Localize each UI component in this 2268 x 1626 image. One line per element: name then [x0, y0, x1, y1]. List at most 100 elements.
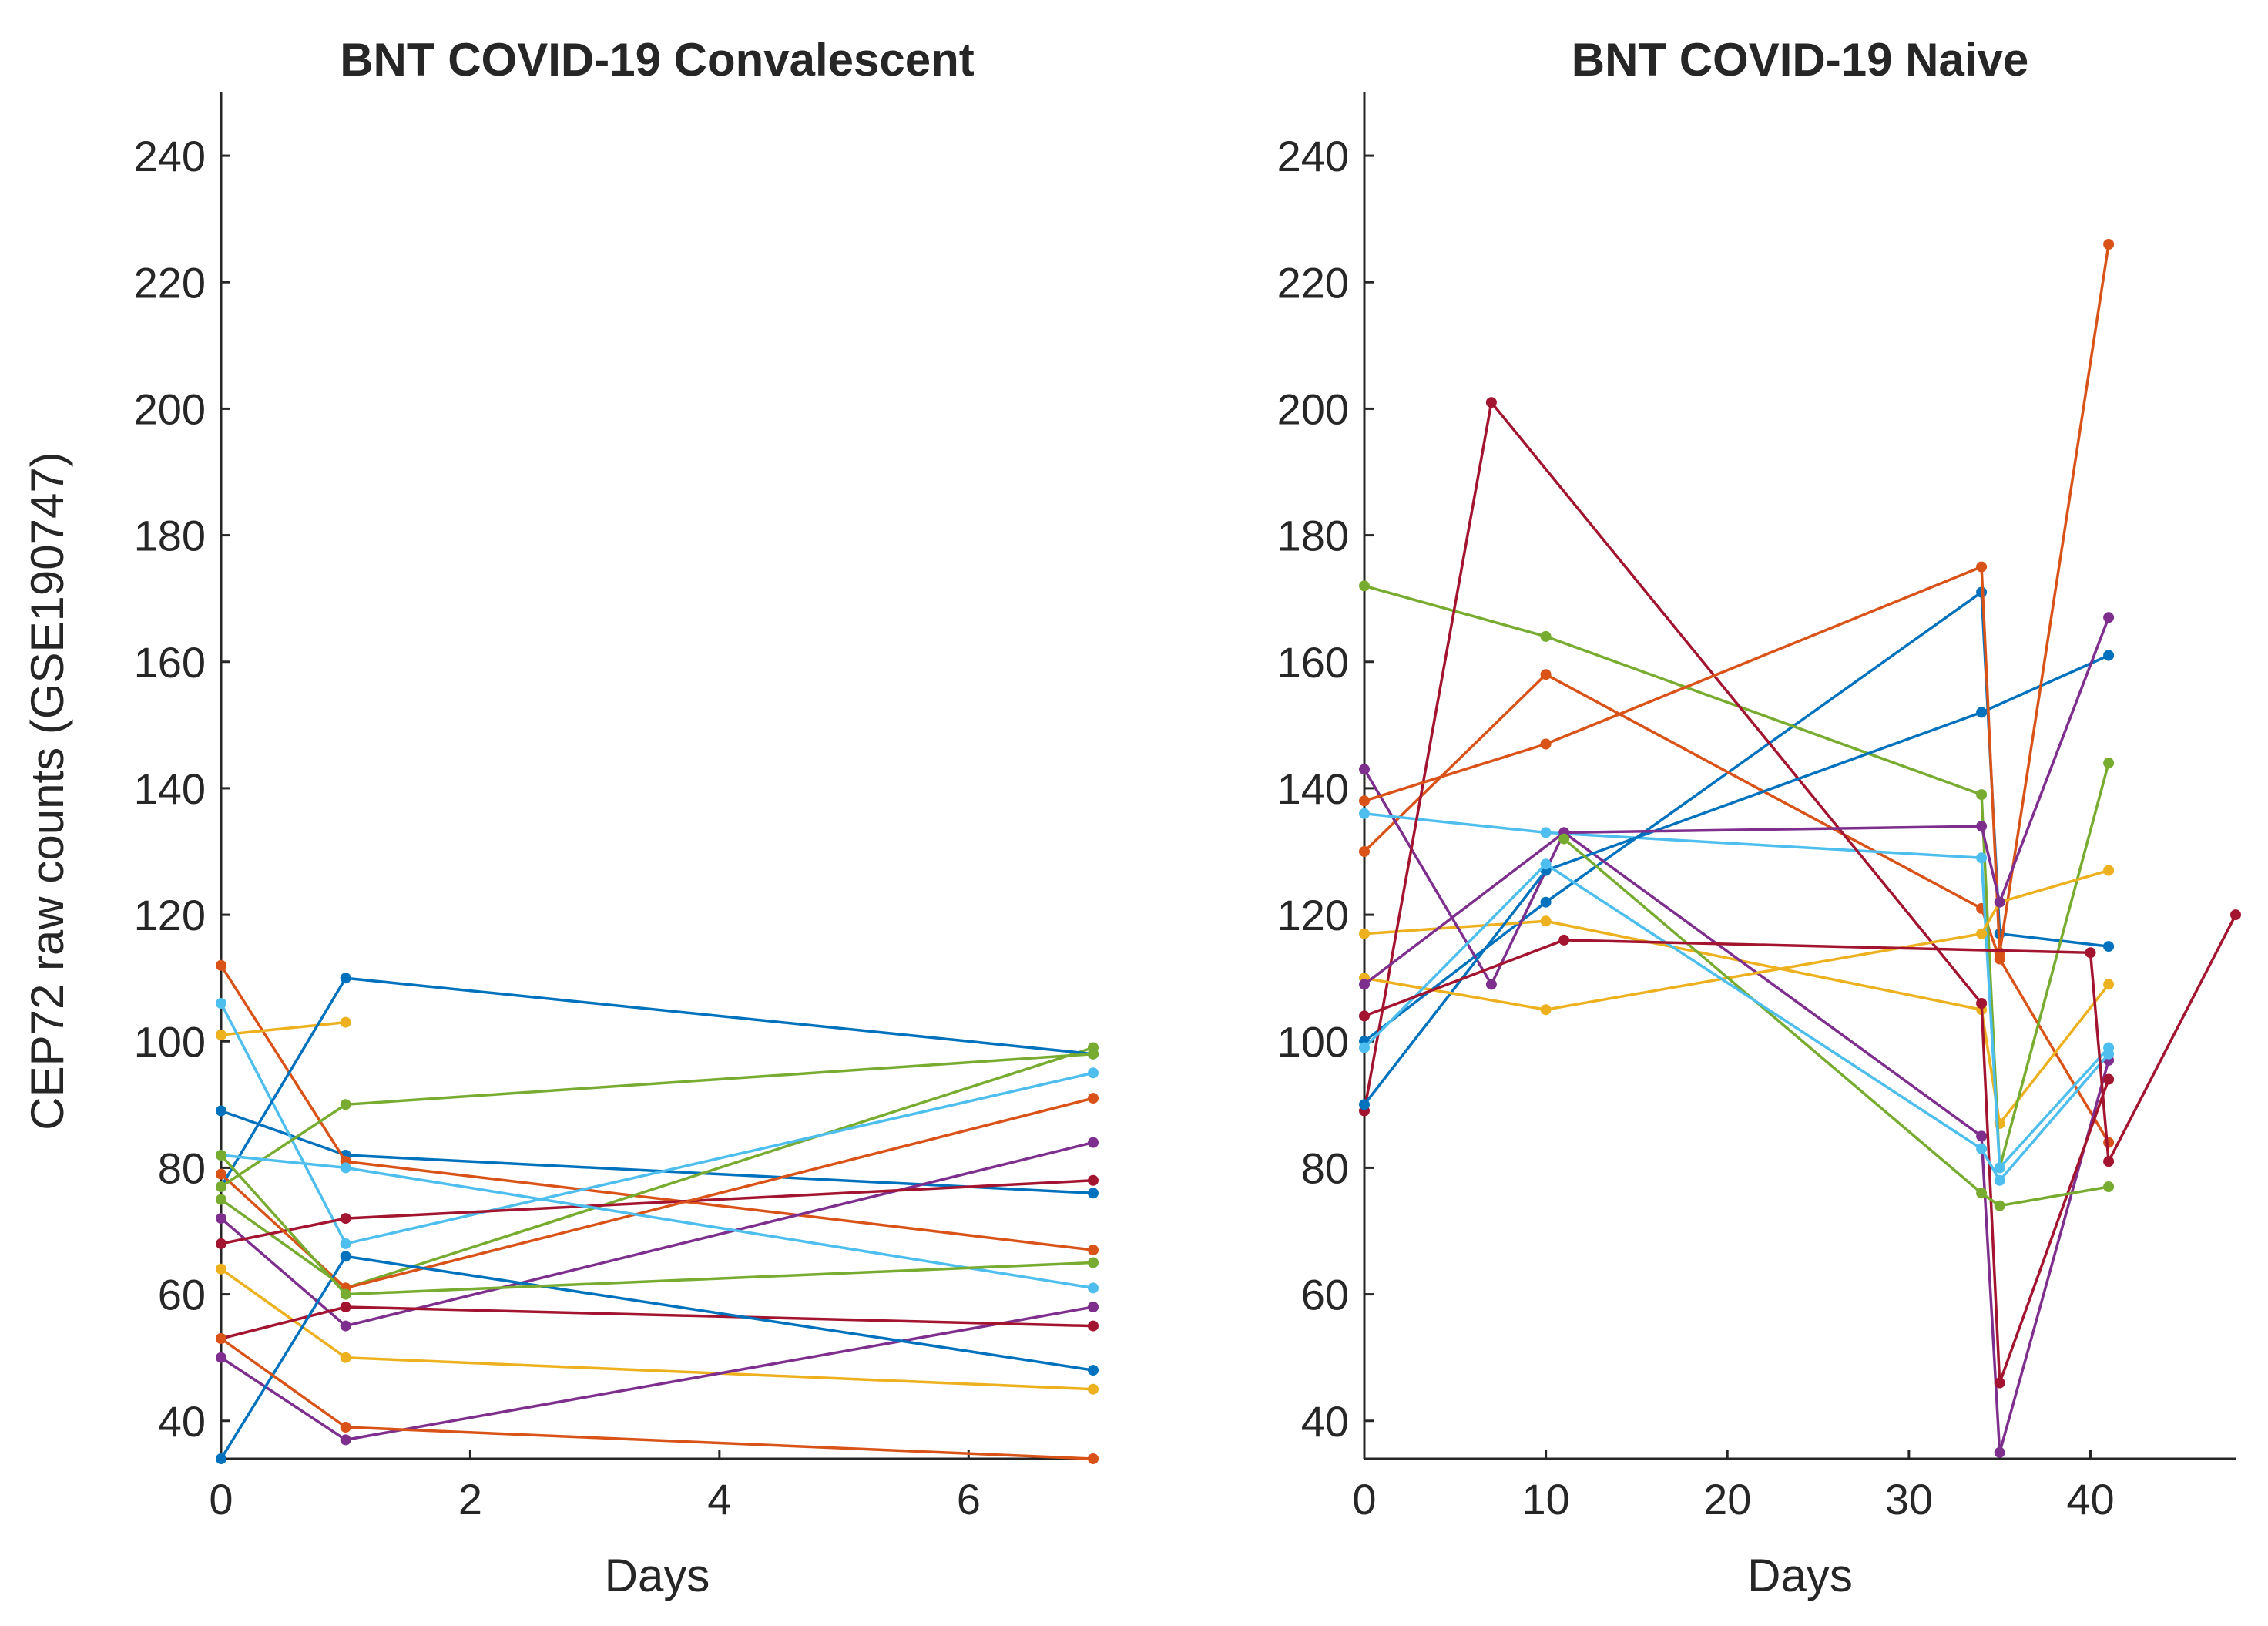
- data-point: [1994, 1200, 2005, 1211]
- data-point: [1359, 580, 1370, 592]
- y-tick-label: 200: [1277, 385, 1349, 433]
- series-line: [1364, 244, 2110, 953]
- series-line: [220, 1305, 1094, 1340]
- data-point: [1359, 928, 1370, 939]
- data-point: [2103, 612, 2115, 623]
- series-subject-4: [1359, 764, 2115, 1458]
- data-point: [216, 1150, 226, 1161]
- data-point: [1088, 1365, 1099, 1376]
- data-point: [340, 1099, 351, 1110]
- data-point: [1485, 397, 1497, 408]
- data-point: [1976, 789, 1988, 801]
- data-point: [1540, 669, 1552, 680]
- series-subject-11: [1359, 612, 2115, 990]
- series-subject-6: [216, 998, 1099, 1249]
- x-tick-label: 40: [2066, 1475, 2114, 1524]
- data-point: [1994, 1174, 2005, 1186]
- data-point: [2103, 1073, 2115, 1085]
- series-subject-15: [216, 1251, 1099, 1464]
- data-point: [340, 1162, 351, 1174]
- data-point: [340, 1288, 351, 1300]
- data-point: [1994, 947, 2005, 959]
- y-tick-label: 100: [134, 1017, 206, 1066]
- series-subject-5: [1359, 580, 2115, 1174]
- data-point: [1976, 707, 1988, 718]
- data-point: [216, 1213, 226, 1225]
- data-point: [1976, 561, 1988, 573]
- series-subject-7: [216, 1174, 1099, 1249]
- series-line: [1363, 653, 2109, 1106]
- data-point: [340, 1434, 351, 1446]
- data-point: [340, 1213, 351, 1225]
- data-point: [1485, 979, 1497, 990]
- data-point: [340, 1251, 351, 1262]
- x-tick-label: 0: [1352, 1475, 1376, 1524]
- series-subject-10: [216, 1263, 1099, 1395]
- data-point: [1088, 1067, 1099, 1079]
- data-point: [216, 998, 226, 1009]
- data-point: [1088, 1245, 1099, 1256]
- data-point: [216, 1194, 226, 1205]
- data-point: [1540, 827, 1552, 838]
- data-point: [216, 1181, 226, 1192]
- data-point: [1088, 1257, 1099, 1268]
- data-point: [2103, 1048, 2115, 1060]
- data-point: [1558, 833, 1570, 845]
- data-point: [1088, 1048, 1099, 1060]
- y-tick-label: 180: [1277, 512, 1349, 560]
- x-tick-label: 0: [209, 1475, 233, 1524]
- series-line: [220, 964, 1094, 1251]
- chart-title: BNT COVID-19 Naive: [1572, 34, 2029, 86]
- series-subject-12: [1558, 833, 2115, 1211]
- data-point: [1359, 846, 1370, 857]
- data-point: [216, 959, 226, 971]
- data-point: [1088, 1302, 1099, 1312]
- data-point: [1359, 1099, 1370, 1110]
- data-point: [340, 1352, 351, 1363]
- data-point: [1359, 764, 1370, 775]
- series-subject-3: [216, 1016, 351, 1040]
- data-point: [1558, 934, 1570, 946]
- data-point: [340, 1016, 351, 1028]
- series-subject-9: [1359, 239, 2115, 959]
- data-point: [1088, 1174, 1099, 1186]
- y-tick-label: 40: [1301, 1397, 1349, 1446]
- data-point: [216, 1105, 226, 1117]
- series-subject-1: [216, 1105, 1099, 1199]
- data-point: [216, 1168, 226, 1180]
- y-tick-label: 60: [158, 1271, 206, 1319]
- series-line: [220, 1020, 346, 1036]
- data-point: [1976, 928, 1988, 939]
- data-point: [1994, 896, 2005, 908]
- data-point: [340, 1320, 351, 1332]
- data-point: [1976, 852, 1988, 864]
- y-tick-label: 200: [134, 385, 206, 433]
- data-point: [1994, 1162, 2005, 1174]
- data-point: [2103, 979, 2115, 990]
- data-point: [216, 1263, 226, 1275]
- data-point: [1359, 979, 1370, 990]
- data-point: [2085, 947, 2096, 959]
- series-line: [220, 1305, 1094, 1442]
- data-point: [1540, 738, 1552, 750]
- data-point: [216, 1238, 226, 1249]
- x-tick-label: 2: [458, 1475, 482, 1524]
- data-point: [2230, 909, 2241, 921]
- series-subject-9: [216, 1093, 1099, 1294]
- data-point: [1359, 1042, 1370, 1053]
- data-point: [1540, 915, 1552, 927]
- y-tick-label: 120: [1277, 891, 1349, 939]
- y-tick-label: 120: [134, 891, 206, 939]
- data-point: [1088, 1137, 1099, 1148]
- y-tick-label: 220: [134, 258, 206, 307]
- y-tick-label: 60: [1301, 1271, 1349, 1319]
- series-subject-13: [1359, 858, 2115, 1186]
- data-point: [216, 1352, 226, 1363]
- data-point: [1088, 1093, 1099, 1104]
- data-point: [1540, 896, 1552, 908]
- panel-naive: BNT COVID-19 Naive4060801001201401601802…: [1277, 34, 2241, 1601]
- y-tick-label: 140: [1277, 764, 1349, 813]
- data-point: [1359, 795, 1370, 807]
- data-point: [2103, 650, 2115, 661]
